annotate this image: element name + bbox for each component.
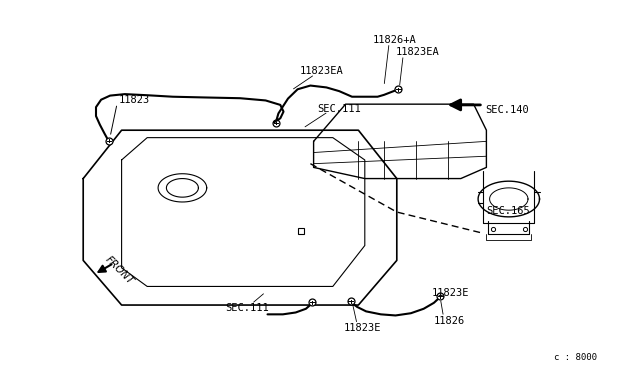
- Text: 11823E: 11823E: [432, 288, 470, 298]
- Text: SEC.111: SEC.111: [317, 104, 360, 113]
- Text: 11823E: 11823E: [344, 323, 381, 333]
- Text: 11823: 11823: [118, 96, 150, 105]
- Text: 11826+A: 11826+A: [372, 35, 416, 45]
- Text: 11823EA: 11823EA: [396, 47, 439, 57]
- Text: SEC.140: SEC.140: [485, 106, 529, 115]
- Text: c : 8000: c : 8000: [554, 353, 596, 362]
- Text: SEC.165: SEC.165: [486, 206, 530, 216]
- Text: FRONT: FRONT: [104, 255, 136, 287]
- Text: SEC.111: SEC.111: [225, 303, 269, 312]
- Text: 11826: 11826: [434, 316, 465, 326]
- Text: 11823EA: 11823EA: [300, 67, 343, 76]
